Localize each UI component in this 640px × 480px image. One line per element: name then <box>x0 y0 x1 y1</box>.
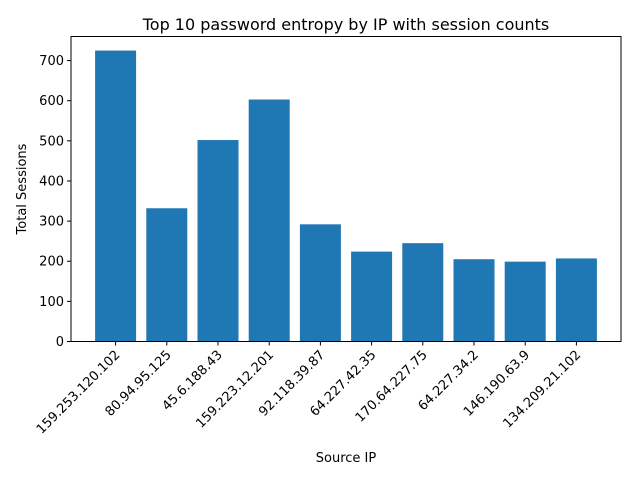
bar-10 <box>555 258 597 342</box>
y-tick-label: 200 <box>39 255 64 270</box>
y-tick-label: 500 <box>39 134 64 149</box>
bar-5 <box>299 224 341 342</box>
y-tick-label: 0 <box>56 335 64 350</box>
chart-title: Top 10 password entropy by IP with sessi… <box>142 15 550 34</box>
plot-frame <box>70 36 622 342</box>
bar-3 <box>197 140 239 342</box>
y-tick-label: 300 <box>39 215 64 230</box>
y-axis-ticks: 0 100 200 300 400 500 600 700 <box>39 54 71 350</box>
bar-9 <box>504 261 546 342</box>
bar-7 <box>402 243 444 342</box>
y-axis-label: Total Sessions <box>15 143 30 235</box>
y-tick-label: 600 <box>39 94 64 109</box>
y-tick-label: 400 <box>39 174 64 189</box>
bar-2 <box>146 208 188 342</box>
x-axis-ticks: 159.253.120.10280.94.95.12545.6.188.4315… <box>34 341 584 438</box>
x-axis-label: Source IP <box>316 451 377 466</box>
x-tick-label: 159.253.120.102 <box>34 348 124 438</box>
bar-1 <box>95 50 137 342</box>
bar-6 <box>351 251 393 342</box>
bars-group <box>95 50 597 342</box>
y-tick-label: 100 <box>39 295 64 310</box>
bar-4 <box>248 99 290 342</box>
y-tick-label: 700 <box>39 54 64 69</box>
bar-8 <box>453 259 495 342</box>
